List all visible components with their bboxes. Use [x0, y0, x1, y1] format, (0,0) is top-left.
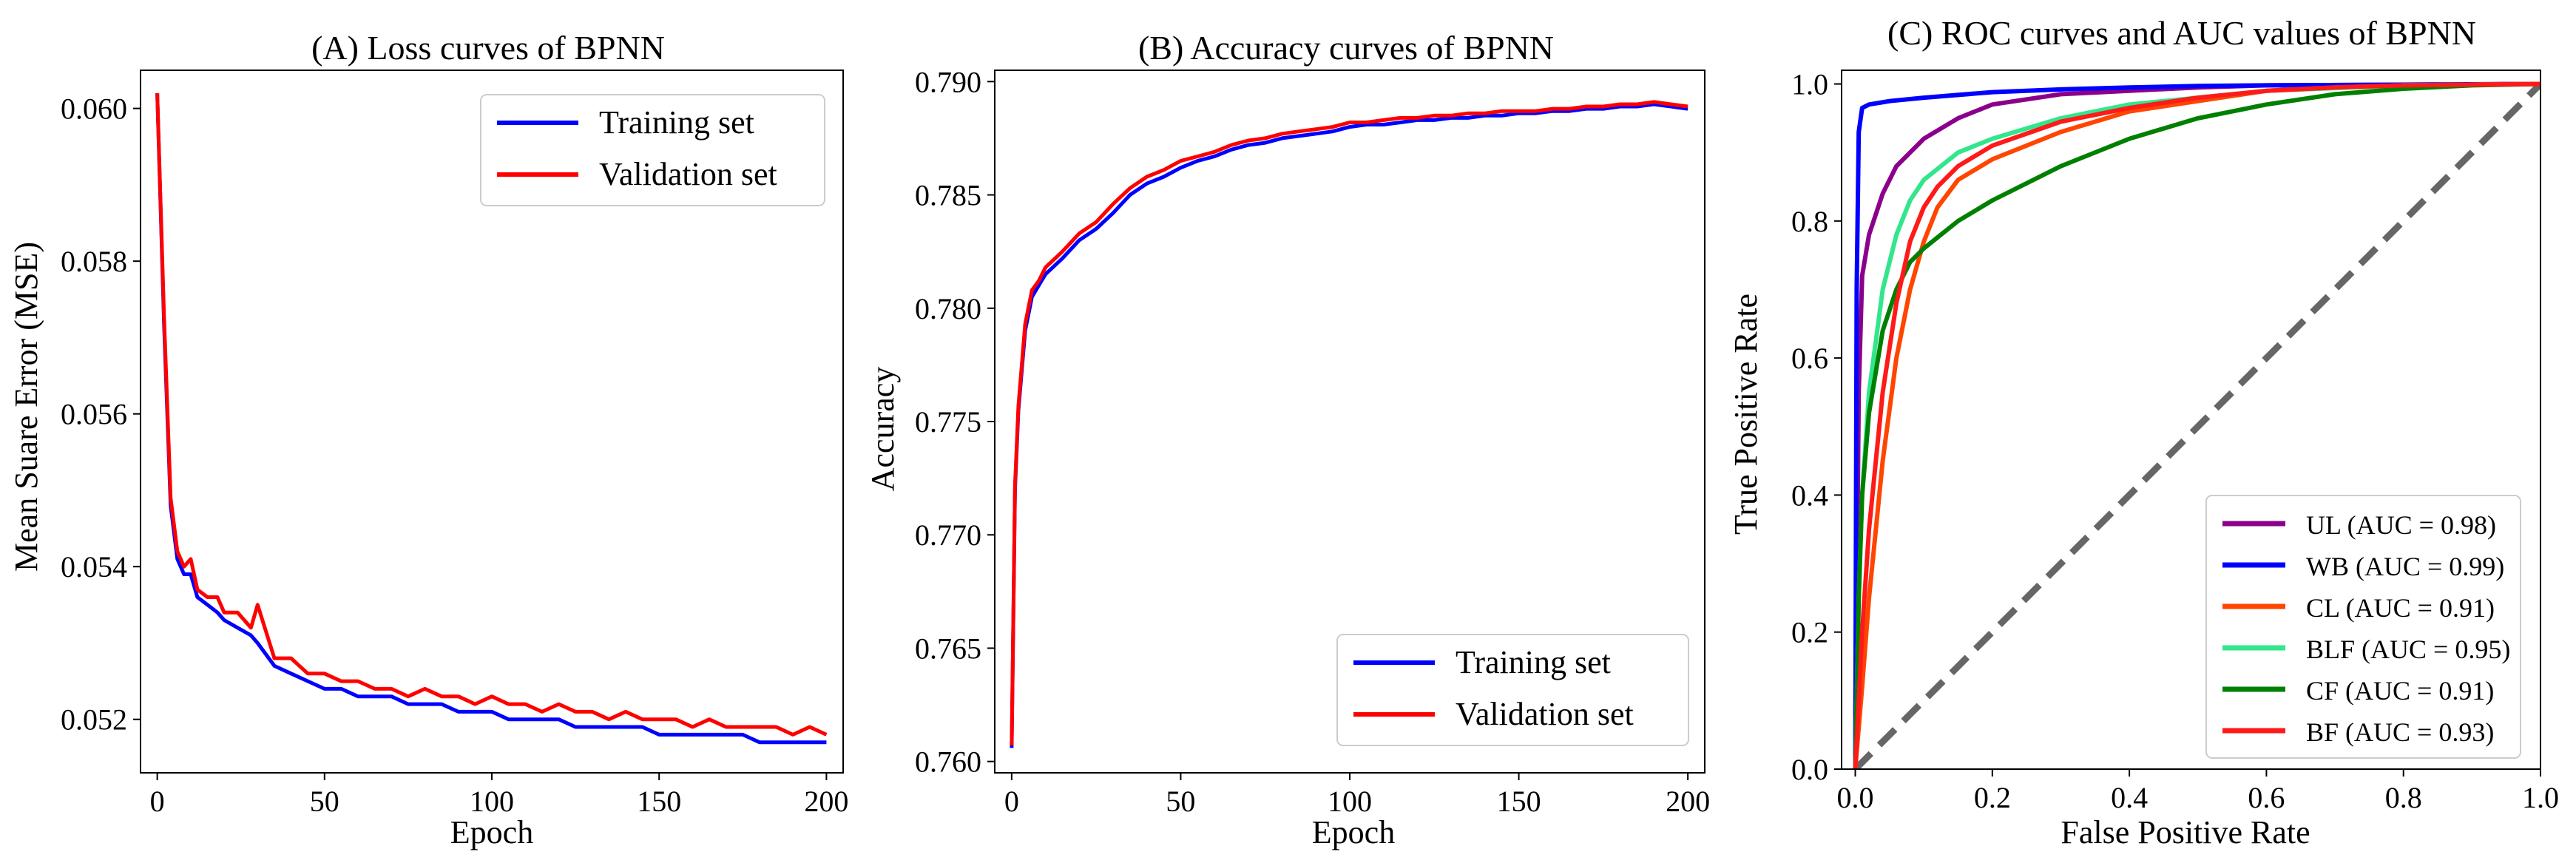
chart-a-series-1-line [155, 92, 828, 737]
chart-c: (C) ROC curves and AUC values of BPNN Fa… [1728, 14, 2559, 850]
chart-a-legend-label-0: Training set [599, 104, 754, 141]
chart-c-legend-label-3: BLF (AUC = 0.95) [2306, 635, 2510, 664]
chart-b-plot-frame [994, 70, 1705, 774]
chart-c-xtick-label: 0.6 [2248, 781, 2285, 814]
chart-c-ytick-label: 0.4 [1791, 478, 1828, 512]
chart-c-ytick-label: 0.0 [1791, 753, 1828, 786]
chart-b-ytick-label: 0.770 [915, 518, 981, 552]
chart-b-legend-label-0: Training set [1456, 644, 1611, 680]
chart-b-ytick-label: 0.765 [915, 632, 981, 665]
chart-b-xlabel: Epoch [1312, 814, 1395, 850]
chart-c-ytick-label: 1.0 [1791, 68, 1828, 101]
chart-c-xtick-label: 1.0 [2522, 781, 2559, 814]
chart-a-title: (A) Loss curves of BPNN [311, 29, 665, 67]
chart-c-legend-box [2205, 495, 2521, 759]
chart-c-diagonal-line [1853, 81, 2540, 769]
chart-c-series-1-line [1853, 81, 2540, 769]
chart-c-series-5-line [1853, 81, 2540, 769]
chart-b-ytick-label: 0.790 [915, 65, 981, 98]
chart-a-xtick-label: 100 [470, 785, 514, 818]
chart-a-xlabel: Epoch [450, 814, 533, 850]
chart-b-ylabel: Accuracy [865, 367, 901, 492]
chart-b-xtick-label: 0 [1004, 785, 1019, 818]
chart-a-ytick-label: 0.058 [61, 245, 127, 278]
chart-b-title: (B) Accuracy curves of BPNN [1138, 29, 1554, 67]
chart-b-ytick-label: 0.780 [915, 292, 981, 325]
chart-c-legend-label-5: BF (AUC = 0.93) [2306, 717, 2494, 747]
chart-c-ylabel: True Positive Rate [1728, 294, 1764, 535]
chart-a-xtick-label: 0 [150, 785, 165, 818]
chart-c-legend-label-2: CL (AUC = 0.91) [2306, 593, 2495, 623]
chart-b-ytick-label: 0.775 [915, 405, 981, 439]
chart-a-legend-label-1: Validation set [599, 156, 777, 192]
chart-a-ytick-label: 0.056 [61, 398, 127, 431]
chart-c-xtick-label: 0.8 [2385, 781, 2422, 814]
chart-b-series-1-line [1010, 100, 1688, 746]
chart-c-series-4-line [1853, 81, 2540, 769]
chart-b-xtick-label: 200 [1666, 785, 1710, 818]
chart-b-ytick-label: 0.760 [915, 745, 981, 779]
chart-c-xlabel: False Positive Rate [2061, 814, 2310, 850]
chart-c-xtick-label: 0.2 [1974, 781, 2011, 814]
chart-a-xtick-label: 150 [637, 785, 681, 818]
chart-b-ytick-label: 0.785 [915, 179, 981, 212]
chart-b-xtick-label: 50 [1166, 785, 1195, 818]
chart-a-ytick-label: 0.060 [61, 92, 127, 126]
chart-a-ylabel: Mean Suare Error (MSE) [8, 242, 44, 572]
chart-c-plot-frame [1841, 70, 2541, 770]
chart-c-title: (C) ROC curves and AUC values of BPNN [1887, 14, 2476, 52]
chart-b: (B) Accuracy curves of BPNN Epoch Accura… [865, 29, 1710, 850]
chart-a-xtick-label: 50 [310, 785, 339, 818]
chart-c-ytick-label: 0.8 [1791, 205, 1828, 238]
chart-a: (A) Loss curves of BPNN Epoch Mean Suare… [8, 29, 848, 850]
chart-c-xtick-label: 0.0 [1837, 781, 1874, 814]
chart-c-ytick-label: 0.6 [1791, 342, 1828, 375]
chart-a-xtick-label: 200 [804, 785, 848, 818]
chart-c-legend-label-4: CF (AUC = 0.91) [2306, 676, 2494, 706]
chart-c-ytick-label: 0.2 [1791, 616, 1828, 649]
chart-a-ytick-label: 0.052 [61, 703, 127, 737]
chart-c-xtick-label: 0.4 [2111, 781, 2148, 814]
chart-a-plot-frame [140, 70, 844, 774]
chart-c-legend-label-0: UL (AUC = 0.98) [2306, 510, 2496, 540]
chart-b-series-0-line [1010, 102, 1688, 748]
chart-c-legend-label-1: WB (AUC = 0.99) [2306, 552, 2504, 581]
chart-b-legend-label-1: Validation set [1456, 696, 1634, 732]
chart-b-xtick-label: 100 [1328, 785, 1372, 818]
chart-a-ytick-label: 0.054 [61, 550, 127, 583]
chart-a-series-0-line [155, 92, 827, 745]
chart-b-xtick-label: 150 [1497, 785, 1541, 818]
